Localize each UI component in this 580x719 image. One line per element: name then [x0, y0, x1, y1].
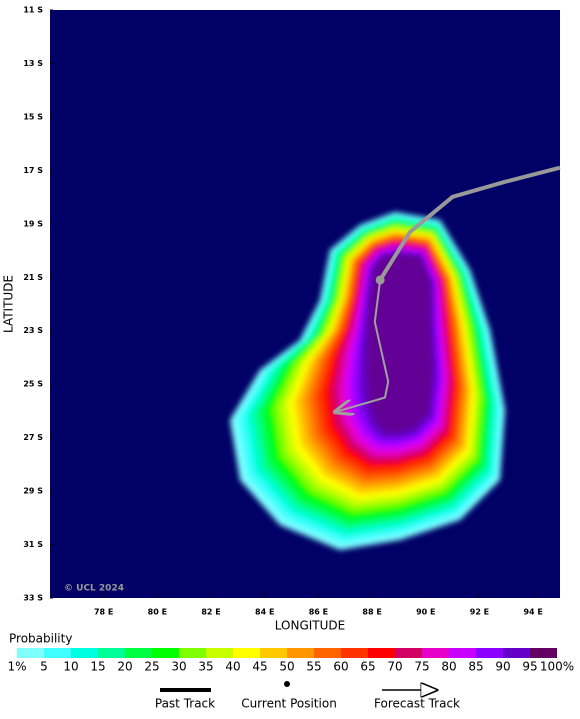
current-position-key — [284, 681, 290, 687]
colorbar-label: 65 — [360, 660, 375, 674]
colorbar-box — [17, 648, 44, 658]
probability-band — [366, 252, 434, 434]
colorbar-label: 70 — [387, 660, 402, 674]
colorbar-box — [206, 648, 233, 658]
copyright: © UCL 2024 — [64, 584, 124, 594]
y-tick-label: 15 S — [23, 112, 43, 121]
x-tick-label: 84 E — [255, 608, 274, 617]
x-tick-label: 92 E — [470, 608, 489, 617]
colorbar-label: 30 — [171, 660, 186, 674]
colorbar-label: 85 — [468, 660, 483, 674]
y-tick-label: 11 S — [23, 6, 43, 15]
y-tick-label: 19 S — [23, 219, 43, 228]
y-tick-label: 13 S — [23, 59, 43, 68]
y-tick-label: 27 S — [23, 433, 43, 442]
y-tick-label: 23 S — [23, 326, 43, 335]
forecast-track — [335, 279, 390, 412]
y-tick-label: 21 S — [23, 273, 43, 282]
colorbar-label: 60 — [333, 660, 348, 674]
colorbar-box — [449, 648, 476, 658]
x-tick-label: 78 E — [94, 608, 113, 617]
y-axis-title: LATITUDE — [2, 275, 16, 333]
colorbar-label: 20 — [117, 660, 132, 674]
colorbar-label: 45 — [252, 660, 267, 674]
colorbar-label: 80 — [441, 660, 456, 674]
colorbar-label: 90 — [495, 660, 510, 674]
x-tick-label: 80 E — [148, 608, 167, 617]
colorbar-box — [314, 648, 341, 658]
colorbar-box — [152, 648, 179, 658]
colorbar-box — [179, 648, 206, 658]
colorbar-box — [233, 648, 260, 658]
colorbar-label: 35 — [198, 660, 213, 674]
colorbar-box — [71, 648, 98, 658]
colorbar-label: 10 — [63, 660, 78, 674]
past-track — [378, 165, 561, 282]
colorbar-box — [341, 648, 368, 658]
y-tick-label: 31 S — [23, 540, 43, 549]
colorbar-label: 75 — [414, 660, 429, 674]
colorbar-box — [98, 648, 125, 658]
x-tick-label: 90 E — [416, 608, 435, 617]
legend-title: Probability — [9, 632, 72, 646]
colorbar-label: 15 — [90, 660, 105, 674]
colorbar-box — [287, 648, 314, 658]
y-tick-label: 17 S — [23, 166, 43, 175]
colorbar-box — [368, 648, 395, 658]
colorbar-box — [125, 648, 152, 658]
colorbar-box — [260, 648, 287, 658]
legend-item: Past Track — [155, 697, 215, 711]
y-tick-label: 29 S — [23, 487, 43, 496]
x-tick-label: 86 E — [309, 608, 328, 617]
y-tick-label: 25 S — [23, 380, 43, 389]
colorbar-box — [44, 648, 71, 658]
colorbar-label: 100% — [540, 660, 574, 674]
colorbar-box — [422, 648, 449, 658]
colorbar-box — [476, 648, 503, 658]
colorbar-label: 95 — [522, 660, 537, 674]
x-tick-label: 82 E — [201, 608, 220, 617]
x-axis-title: LONGITUDE — [275, 619, 345, 633]
colorbar-box — [395, 648, 422, 658]
probability-field — [230, 212, 505, 550]
colorbar-label: 1% — [7, 660, 26, 674]
legend-item: Forecast Track — [374, 697, 460, 711]
colorbar-label: 50 — [279, 660, 294, 674]
x-tick-label: 94 E — [523, 608, 542, 617]
colorbar-box — [503, 648, 530, 658]
colorbar-label: 25 — [144, 660, 159, 674]
colorbar-label: 55 — [306, 660, 321, 674]
colorbar-label: 40 — [225, 660, 240, 674]
current-position — [375, 275, 385, 285]
colorbar-label: 5 — [40, 660, 48, 674]
y-tick-label: 33 S — [23, 594, 43, 603]
colorbar-box — [530, 648, 557, 658]
legend-item: Current Position — [241, 697, 337, 711]
x-tick-label: 88 E — [362, 608, 381, 617]
